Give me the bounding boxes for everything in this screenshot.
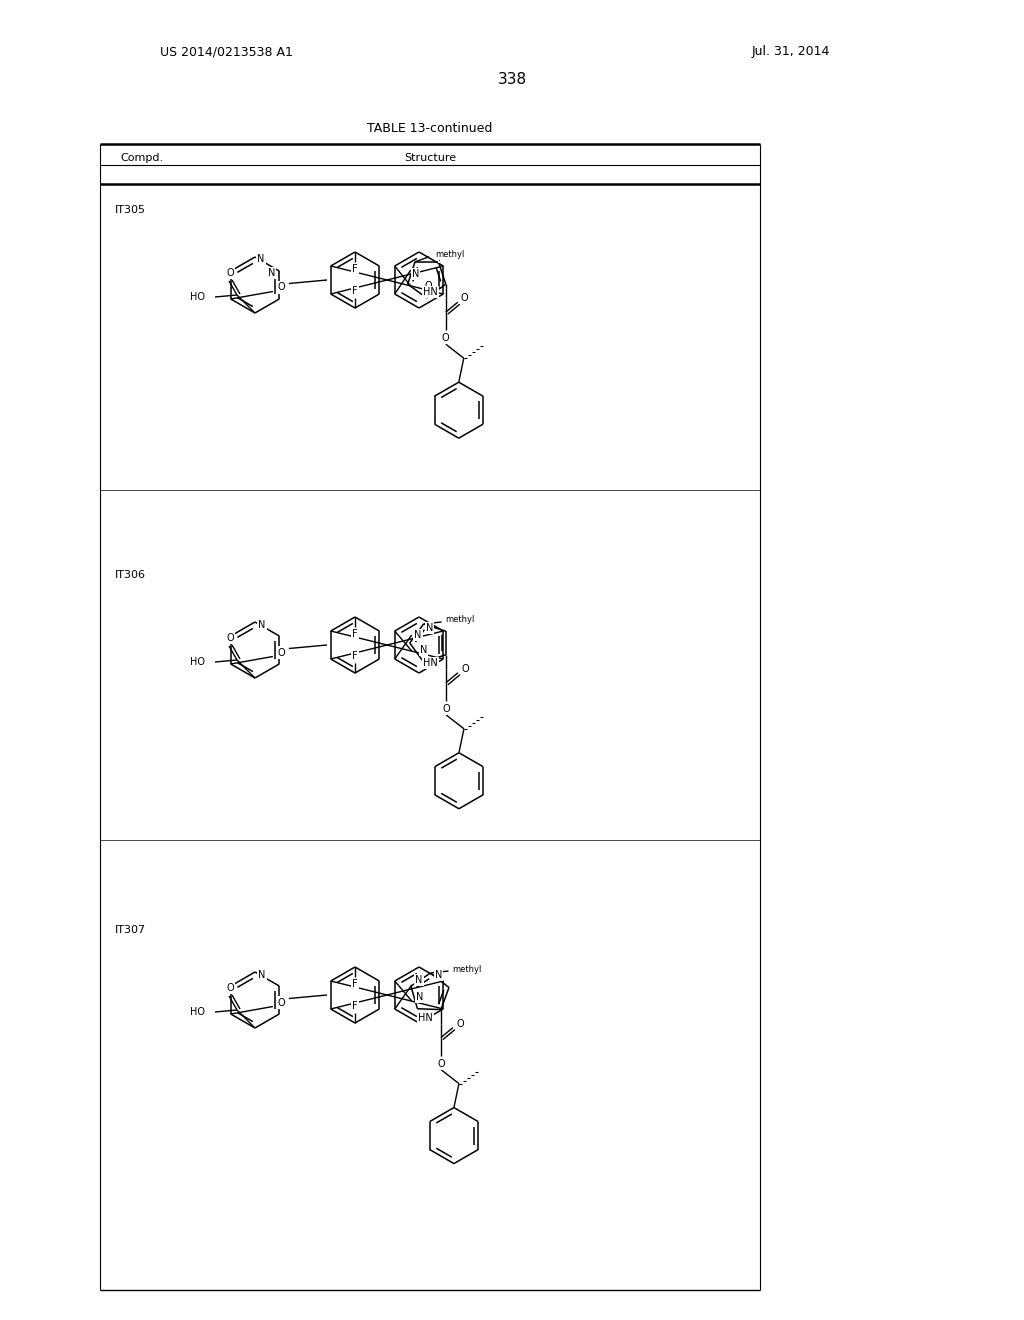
Text: /: / [439,252,442,261]
Text: F: F [352,630,357,639]
Text: O: O [461,293,469,304]
Text: US 2014/0213538 A1: US 2014/0213538 A1 [160,45,293,58]
Text: O: O [226,634,233,643]
Text: N: N [420,645,427,655]
Text: O: O [437,1059,444,1069]
Text: N: N [414,630,422,640]
Text: F: F [352,286,357,296]
Text: N: N [258,620,265,630]
Text: TABLE 13-continued: TABLE 13-continued [368,121,493,135]
Text: O: O [226,268,233,279]
Text: methyl: methyl [453,965,482,974]
Text: O: O [226,983,233,993]
Text: N: N [258,970,265,979]
Text: O: O [442,704,450,714]
Text: Compd.: Compd. [120,153,163,162]
Text: HO: HO [190,292,205,302]
Text: O: O [278,648,285,657]
Text: F: F [352,1001,357,1011]
Text: N: N [435,970,442,979]
Text: IT307: IT307 [115,925,146,935]
Text: HN: HN [423,657,438,668]
Text: methyl: methyl [445,615,475,624]
Text: methyl: methyl [435,251,464,259]
Text: HN: HN [418,1012,433,1023]
Text: O: O [461,664,469,673]
Text: N: N [257,253,264,264]
Text: Structure: Structure [403,153,456,162]
Text: F: F [352,651,357,661]
Text: HN: HN [423,288,438,297]
Text: IT305: IT305 [115,205,146,215]
Text: N: N [416,991,423,1002]
Text: F: F [352,979,357,989]
Text: O: O [425,281,432,290]
Text: F: F [352,264,357,275]
Text: 338: 338 [498,73,526,87]
Text: N: N [416,975,423,985]
Text: O: O [456,1019,464,1028]
Text: HO: HO [190,657,205,667]
Text: HO: HO [190,1007,205,1016]
Text: N: N [267,268,274,279]
Text: IT306: IT306 [115,570,146,579]
Text: O: O [278,282,285,293]
Text: N: N [412,269,420,280]
Text: N: N [426,623,433,634]
Text: Jul. 31, 2014: Jul. 31, 2014 [752,45,830,58]
Text: O: O [442,333,450,343]
Text: O: O [278,998,285,1007]
